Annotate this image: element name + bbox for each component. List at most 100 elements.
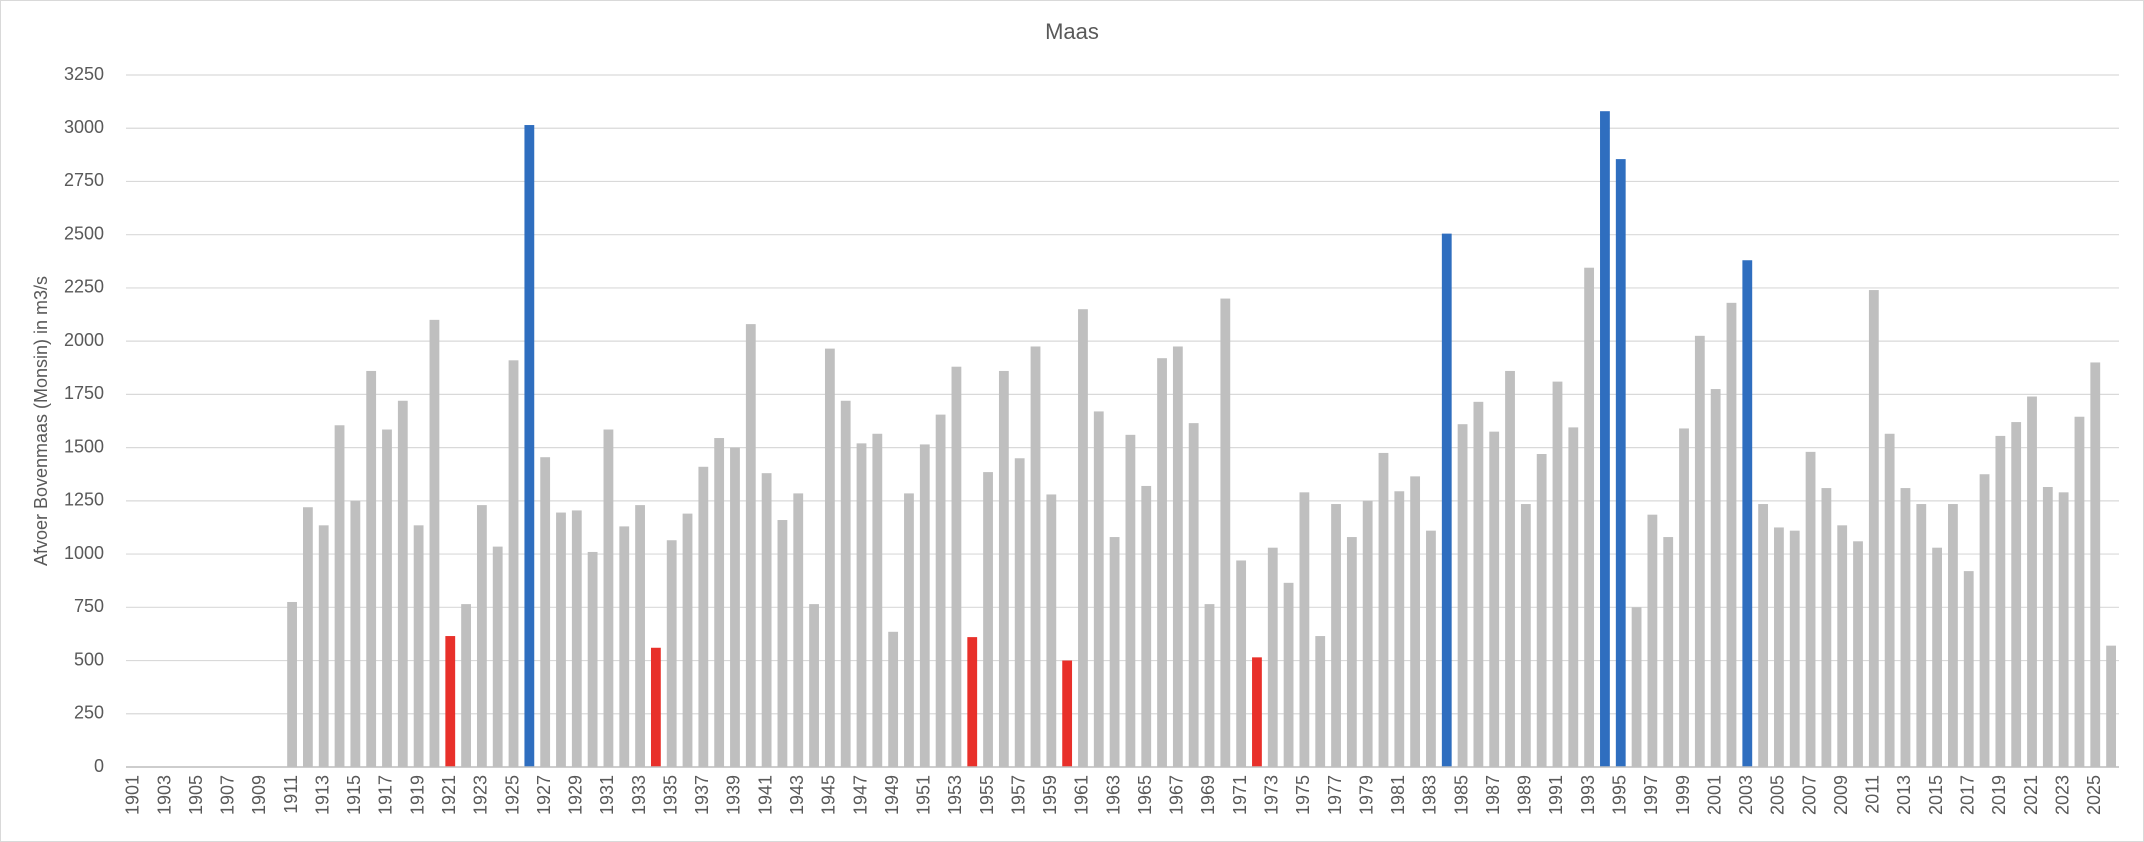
bar xyxy=(1520,504,1531,767)
bar xyxy=(730,447,740,767)
x-tick-label: 1969 xyxy=(1198,775,1218,815)
bar xyxy=(603,429,614,767)
bar xyxy=(476,505,487,767)
y-tick-label: 500 xyxy=(74,649,104,669)
bar xyxy=(1774,527,1784,767)
y-tick-label: 1500 xyxy=(64,436,104,456)
bar xyxy=(1346,537,1357,767)
bar xyxy=(951,366,962,767)
bar xyxy=(714,438,725,767)
bar xyxy=(1125,434,1136,767)
x-tick-label: 1993 xyxy=(1578,775,1598,815)
x-tick-label: 2011 xyxy=(1863,775,1883,814)
y-tick-label: 2500 xyxy=(64,223,104,243)
bar xyxy=(1457,424,1468,767)
bar xyxy=(1331,504,1341,767)
x-tick-label: 1905 xyxy=(186,775,206,815)
bar xyxy=(1394,491,1405,767)
bar xyxy=(287,601,297,767)
x-tick-label: 1957 xyxy=(1008,775,1028,815)
bar xyxy=(1505,370,1515,767)
x-tick-label: 1997 xyxy=(1641,775,1661,815)
x-tick-label: 1979 xyxy=(1356,775,1376,815)
x-tick-label: 1955 xyxy=(977,775,997,815)
bar xyxy=(856,443,867,767)
y-tick-label: 1250 xyxy=(64,490,104,510)
x-tick-label: 1909 xyxy=(249,775,269,815)
bar xyxy=(919,444,930,767)
y-tick-label: 2750 xyxy=(64,170,104,190)
bar xyxy=(650,647,661,767)
x-tick-label: 1929 xyxy=(566,775,586,815)
bar xyxy=(1837,525,1848,767)
bar xyxy=(967,637,978,767)
bar xyxy=(1868,290,1879,767)
bar xyxy=(1473,401,1484,767)
x-tick-label: 1933 xyxy=(629,775,649,815)
x-tick-label: 2023 xyxy=(2052,775,2072,815)
bar xyxy=(1426,530,1436,767)
x-tick-label: 1935 xyxy=(660,775,680,815)
bar xyxy=(318,525,329,767)
bar xyxy=(745,324,756,767)
x-tick-label: 1937 xyxy=(692,775,712,815)
bar xyxy=(1109,537,1120,767)
y-tick-label: 2250 xyxy=(64,277,104,297)
x-tick-label: 1907 xyxy=(218,775,238,815)
bar xyxy=(1283,582,1294,767)
bar xyxy=(1995,435,2006,767)
y-tick-label: 250 xyxy=(74,703,104,723)
x-tick-label: 1927 xyxy=(534,775,554,815)
x-tick-label: 1947 xyxy=(850,775,870,815)
x-tick-label: 1925 xyxy=(502,775,522,815)
bar xyxy=(1979,474,1990,767)
x-tick-label: 1941 xyxy=(755,775,775,815)
bar xyxy=(983,472,993,767)
bar xyxy=(302,507,313,767)
bar xyxy=(1963,571,1974,767)
bar xyxy=(1172,346,1183,767)
x-tick-label: 2021 xyxy=(2021,775,2041,815)
x-tick-label: 1915 xyxy=(344,775,364,815)
bar xyxy=(366,370,377,767)
y-tick-label: 1000 xyxy=(64,543,104,563)
x-tick-label: 1911 xyxy=(281,775,301,814)
x-tick-label: 2017 xyxy=(1957,775,1977,815)
y-tick-label: 750 xyxy=(74,596,104,616)
x-tick-label: 2019 xyxy=(1989,775,2009,815)
y-tick-label: 3250 xyxy=(64,64,104,84)
bar xyxy=(1821,488,1832,767)
x-tick-label: 1919 xyxy=(407,775,427,815)
bar xyxy=(1916,504,1927,767)
bar xyxy=(2090,362,2101,767)
x-tick-label: 1949 xyxy=(882,775,902,815)
bar xyxy=(1615,159,1626,767)
bar xyxy=(1315,636,1326,767)
y-tick-label: 3000 xyxy=(64,117,104,137)
bar xyxy=(1900,488,1911,767)
bar xyxy=(1758,504,1769,767)
x-tick-label: 1973 xyxy=(1262,775,1282,815)
bar xyxy=(777,520,788,767)
x-tick-label: 1931 xyxy=(597,775,617,815)
bar xyxy=(1789,530,1800,767)
x-tick-label: 1901 xyxy=(123,775,143,815)
bar xyxy=(1726,302,1737,767)
bar xyxy=(1362,500,1373,767)
bar xyxy=(429,319,440,767)
bar xyxy=(1236,560,1247,767)
bar xyxy=(840,400,851,767)
x-tick-label: 1913 xyxy=(312,775,332,815)
x-tick-label: 1939 xyxy=(724,775,744,815)
bar xyxy=(666,540,677,767)
x-tick-label: 2001 xyxy=(1704,775,1724,815)
bar xyxy=(571,510,582,767)
bar xyxy=(1252,657,1262,767)
bar xyxy=(761,473,772,767)
x-tick-label: 1971 xyxy=(1230,775,1250,815)
x-tick-label: 1917 xyxy=(376,775,396,815)
y-axis-label: Afvoer Bovenmaas (Monsin) in m3/s xyxy=(31,276,51,566)
x-tick-label: 1977 xyxy=(1325,775,1345,815)
x-tick-label: 1995 xyxy=(1610,775,1630,815)
